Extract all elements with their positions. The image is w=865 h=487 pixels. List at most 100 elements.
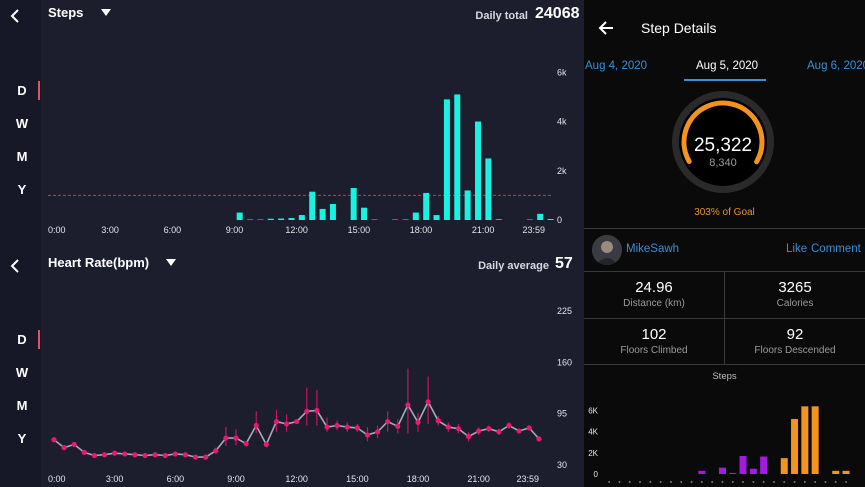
step-details-panel: Step Details Aug 4, 2020 Aug 5, 2020 Aug… bbox=[584, 0, 865, 487]
floors-climbed-value: 102 bbox=[641, 326, 667, 343]
hr-period-column: D W M Y bbox=[0, 242, 41, 487]
goal-percentage: 303% of Goal bbox=[694, 207, 755, 218]
back-arrow-icon[interactable] bbox=[8, 258, 22, 274]
step-bar bbox=[309, 191, 316, 220]
period-tab-week[interactable]: W bbox=[15, 365, 29, 380]
mini-axis-dot bbox=[834, 481, 837, 483]
date-tab-next[interactable]: Aug 6, 2020 bbox=[807, 60, 865, 72]
x-tick-label: 3:00 bbox=[101, 225, 119, 235]
mini-step-bar bbox=[842, 470, 850, 474]
hr-point bbox=[516, 428, 522, 434]
mini-step-bar bbox=[749, 468, 757, 474]
hr-point bbox=[61, 445, 67, 451]
x-tick-label: 6:00 bbox=[164, 225, 182, 235]
avatar[interactable] bbox=[592, 235, 622, 265]
mini-step-bar bbox=[698, 470, 706, 474]
x-tick-label: 9:00 bbox=[226, 225, 244, 235]
steps-total: 25,322 bbox=[693, 135, 753, 156]
steps-dropdown-icon[interactable] bbox=[101, 9, 111, 16]
detail-header: Step Details bbox=[584, 0, 865, 56]
x-tick-label: 15:00 bbox=[346, 474, 369, 484]
hr-point bbox=[455, 426, 462, 432]
step-bar bbox=[423, 192, 430, 220]
floors-descended-label: Floors Descended bbox=[754, 345, 836, 356]
mini-steps-title: Steps bbox=[712, 371, 737, 382]
hr-point bbox=[192, 454, 199, 460]
steps-period-column: D W M Y bbox=[0, 0, 41, 242]
y-tick-label: 0 bbox=[557, 215, 562, 225]
date-tab-prev[interactable]: Aug 4, 2020 bbox=[585, 60, 648, 72]
hr-series-line bbox=[53, 400, 540, 458]
metric-floors-climbed: 102 Floors Climbed bbox=[584, 326, 724, 356]
like-link[interactable]: Like bbox=[786, 243, 808, 255]
x-tick-label: 12:00 bbox=[285, 225, 308, 235]
mini-y-tick-label: 6K bbox=[588, 407, 598, 416]
steps-goal: 8,340 bbox=[709, 157, 737, 169]
hr-point bbox=[253, 422, 259, 429]
hr-point bbox=[334, 422, 340, 429]
back-arrow-icon[interactable] bbox=[8, 8, 22, 24]
heart-rate-chart: 225 160 95 30 0:00 3:00 6:00 9:00 12:00 15:00 18:0… bbox=[48, 306, 572, 484]
user-name-link[interactable]: MikeSawh bbox=[626, 243, 680, 255]
step-bar bbox=[454, 94, 461, 220]
x-tick-label: 23:59 bbox=[516, 474, 539, 484]
mini-axis-dot bbox=[639, 481, 642, 483]
date-tab-current[interactable]: Aug 5, 2020 bbox=[696, 60, 759, 72]
divider bbox=[584, 228, 865, 229]
hr-point bbox=[425, 399, 431, 405]
hr-point bbox=[445, 424, 451, 430]
step-bar bbox=[485, 158, 492, 220]
period-tab-day[interactable]: D bbox=[17, 332, 27, 347]
mini-axis-dot bbox=[772, 481, 775, 483]
mini-axis-dot bbox=[803, 481, 806, 483]
goal-ring: 25,322 8,340 bbox=[670, 89, 776, 195]
step-bar bbox=[278, 218, 285, 220]
hr-point bbox=[203, 454, 209, 460]
period-tab-month[interactable]: M bbox=[16, 149, 28, 164]
steps-title[interactable]: Steps bbox=[48, 5, 84, 20]
heart-rate-title[interactable]: Heart Rate(bpm) bbox=[48, 255, 150, 270]
daily-average-value: 57 bbox=[555, 255, 573, 272]
period-tab-day[interactable]: D bbox=[17, 83, 27, 98]
floors-descended-value: 92 bbox=[786, 326, 804, 343]
x-tick-label: 21:00 bbox=[467, 474, 490, 484]
x-tick-label: 9:00 bbox=[227, 474, 245, 484]
period-tab-year[interactable]: Y bbox=[17, 182, 27, 197]
y-tick-label: 160 bbox=[557, 357, 572, 367]
period-tab-month[interactable]: M bbox=[16, 398, 28, 413]
hr-point bbox=[283, 421, 290, 427]
mini-step-bar bbox=[801, 406, 809, 474]
page-title: Step Details bbox=[641, 20, 717, 36]
hr-point bbox=[132, 452, 138, 458]
heart-rate-dropdown-icon[interactable] bbox=[166, 259, 176, 266]
x-tick-label: 3:00 bbox=[106, 474, 124, 484]
back-arrow-icon[interactable] bbox=[598, 20, 614, 36]
hr-point bbox=[536, 436, 542, 442]
step-bar bbox=[547, 219, 554, 220]
step-bar bbox=[412, 212, 419, 220]
mini-step-bar bbox=[760, 456, 768, 474]
step-bar bbox=[288, 218, 295, 220]
step-bar bbox=[537, 213, 544, 220]
period-tab-week[interactable]: W bbox=[15, 116, 29, 131]
y-tick-label: 30 bbox=[557, 460, 567, 470]
avatar-photo-icon bbox=[592, 235, 622, 265]
comment-link[interactable]: Comment bbox=[811, 243, 861, 255]
hr-point bbox=[243, 441, 249, 447]
x-tick-label: 21:00 bbox=[472, 225, 495, 235]
hr-point bbox=[51, 437, 57, 443]
hr-point bbox=[324, 424, 330, 430]
daily-average-label: Daily average bbox=[478, 260, 549, 272]
period-active-indicator bbox=[38, 330, 40, 349]
mini-y-tick-label: 0 bbox=[594, 470, 599, 479]
steps-chart: 6k 4k 2k 0 0:00 3:00 6:00 9:00 12:00 15:00 18:00 21… bbox=[48, 67, 567, 235]
mini-axis-dot bbox=[783, 481, 786, 483]
hr-point bbox=[112, 450, 118, 456]
divider bbox=[584, 364, 865, 365]
step-bar bbox=[267, 218, 274, 220]
mini-axis-dot bbox=[608, 481, 611, 483]
period-tab-year[interactable]: Y bbox=[17, 431, 27, 446]
hr-point bbox=[364, 432, 371, 438]
hr-point bbox=[354, 425, 360, 431]
hr-point bbox=[162, 452, 168, 459]
